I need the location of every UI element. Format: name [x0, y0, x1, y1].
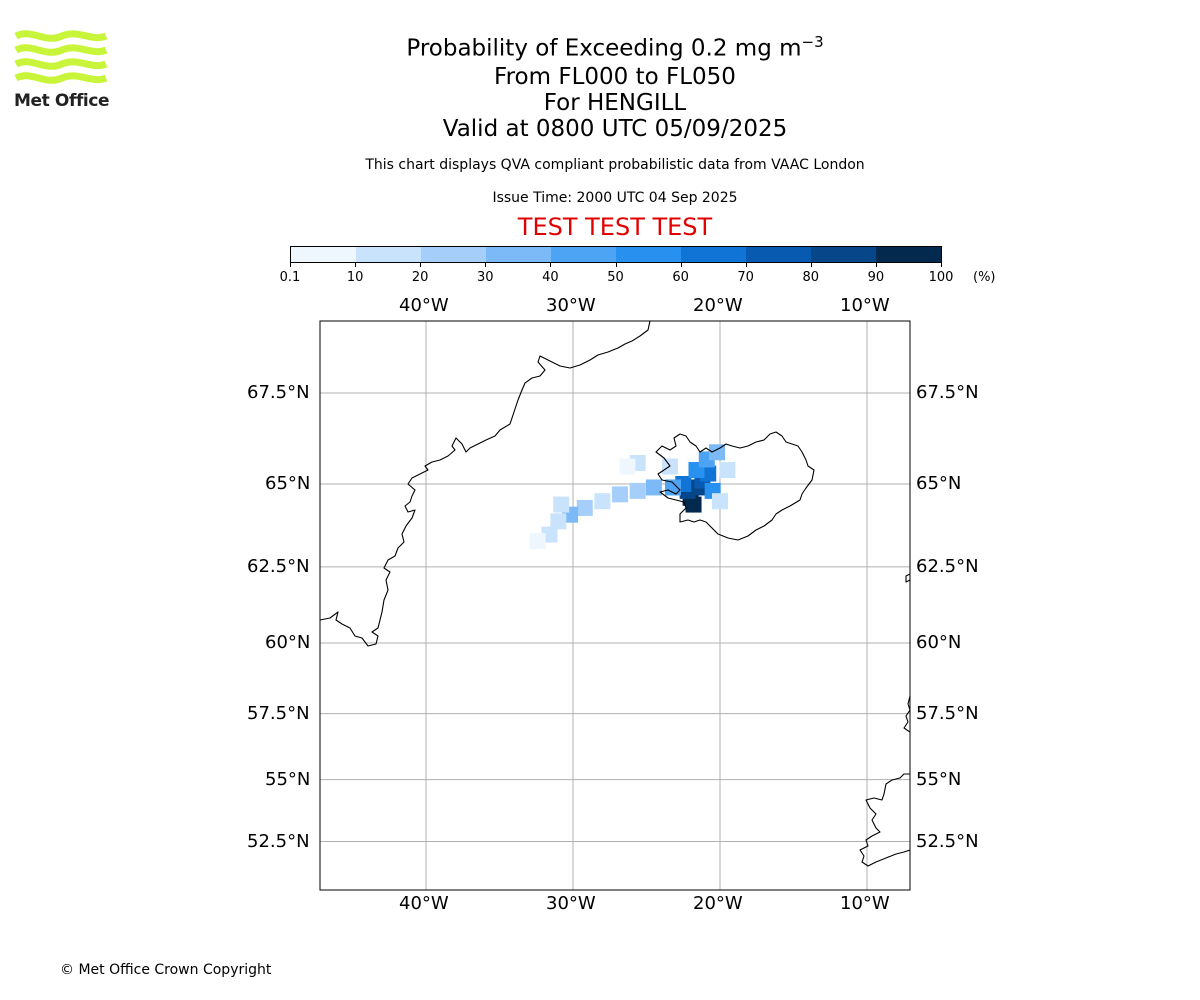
colorbar-tick	[420, 263, 422, 267]
colorbar-segment	[811, 247, 876, 262]
met-office-logo: Met Office	[14, 30, 110, 112]
lat-label-62-5-right: 62.5°N	[916, 556, 979, 577]
lon-label-30w-bottom: 30°W	[546, 893, 596, 914]
lat-label-65-right: 65°N	[916, 473, 962, 494]
greenland-coast	[320, 321, 651, 647]
ash-cell	[629, 482, 646, 499]
ash-cell	[712, 493, 728, 510]
ash-cell	[550, 513, 567, 530]
copyright-notice: © Met Office Crown Copyright	[60, 962, 272, 978]
probability-colorbar	[290, 246, 942, 263]
colorbar-tick-label: 80	[802, 270, 820, 285]
ash-cell	[594, 493, 611, 510]
logo-wordmark: Met Office	[14, 91, 110, 111]
lon-label-20w-top: 20°W	[693, 295, 743, 316]
ash-cell	[619, 458, 636, 475]
iceland-coast	[655, 431, 815, 541]
lat-label-57-5-right: 57.5°N	[916, 703, 979, 724]
colorbar-tick	[745, 263, 747, 267]
colorbar-tick-label: 100	[928, 270, 954, 285]
colorbar-tick-label: 60	[672, 270, 689, 285]
ash-cell	[664, 479, 681, 496]
valid-time: Valid at 0800 UTC 05/09/2025	[442, 116, 788, 142]
test-banner: TEST TEST TEST	[517, 213, 713, 241]
lon-label-40w-bottom: 40°W	[399, 893, 449, 914]
lat-label-67-5-left: 67.5°N	[247, 382, 310, 403]
graticule	[320, 321, 910, 890]
faroe-islands	[905, 573, 910, 583]
colorbar-segment	[746, 247, 811, 262]
colorbar-segment	[356, 247, 421, 262]
ash-cell	[529, 533, 546, 550]
lat-label-60-right: 60°N	[916, 632, 962, 653]
colorbar-unit: (%)	[973, 270, 996, 285]
colorbar-tick-label: 20	[411, 270, 429, 285]
volcano-name: For HENGILL	[543, 90, 687, 116]
lat-label-52-5-left: 52.5°N	[247, 831, 310, 852]
ash-probability-field	[529, 444, 736, 550]
chart-title: Probability of Exceeding 0.2 mg m−3	[0, 28, 1200, 63]
lat-label-55-right: 55°N	[916, 769, 962, 790]
colorbar-tick-label: 40	[542, 270, 559, 285]
colorbar-segment	[616, 247, 681, 262]
colorbar-tick	[810, 263, 812, 267]
colorbar-segment	[681, 247, 746, 262]
colorbar-tick-label: 50	[607, 270, 624, 285]
colorbar-tick	[290, 263, 291, 267]
lat-label-67-5-right: 67.5°N	[916, 382, 979, 403]
colorbar-tick	[941, 263, 942, 267]
lat-label-60-left: 60°N	[265, 632, 311, 653]
ash-cell	[709, 444, 726, 461]
colorbar-tick	[355, 263, 357, 267]
colorbar-segment	[876, 247, 941, 262]
ash-cell	[685, 496, 702, 513]
lat-label-52-5-right: 52.5°N	[916, 831, 979, 852]
colorbar-tick-label: 90	[867, 270, 885, 285]
map-frame	[319, 320, 911, 891]
lat-label-55-left: 55°N	[265, 769, 311, 790]
colorbar-tick-label: 0.1	[279, 270, 301, 285]
lat-label-57-5-left: 57.5°N	[247, 703, 310, 724]
chart-title-text: Probability of Exceeding 0.2 mg m	[406, 35, 802, 62]
colorbar-segment	[421, 247, 486, 262]
colorbar-tick	[680, 263, 682, 267]
ash-cell	[576, 499, 593, 516]
coastlines	[320, 321, 910, 867]
lat-label-62-5-left: 62.5°N	[247, 556, 310, 577]
flight-level-range: From FL000 to FL050	[494, 64, 736, 90]
wave-logo-icon	[14, 30, 108, 84]
colorbar-segment	[486, 247, 551, 262]
ash-cell	[719, 462, 736, 479]
colorbar-tick	[615, 263, 617, 267]
chart-subtitle: This chart displays QVA compliant probab…	[365, 157, 865, 173]
norway-coast	[903, 695, 910, 733]
colorbar-segment	[291, 247, 356, 262]
lon-label-30w-top: 30°W	[546, 295, 596, 316]
colorbar-segment	[551, 247, 616, 262]
colorbar-tick	[550, 263, 552, 267]
ash-cell	[612, 486, 629, 503]
lat-label-65-left: 65°N	[265, 473, 311, 494]
lon-label-20w-bottom: 20°W	[693, 893, 743, 914]
ash-cell	[645, 479, 662, 496]
lon-label-10w-bottom: 10°W	[840, 893, 890, 914]
ash-cell	[553, 496, 570, 513]
colorbar-tick-label: 70	[737, 270, 754, 285]
colorbar-tick	[485, 263, 487, 267]
chart-title-exponent: −3	[801, 33, 824, 51]
lon-label-10w-top: 10°W	[840, 295, 890, 316]
colorbar-tick-label: 10	[346, 270, 364, 285]
colorbar-tick-label: 30	[477, 270, 494, 285]
issue-time: Issue Time: 2000 UTC 04 Sep 2025	[492, 190, 738, 206]
colorbar-tick	[875, 263, 877, 267]
scotland-coast	[859, 773, 910, 867]
lon-label-40w-top: 40°W	[399, 295, 449, 316]
